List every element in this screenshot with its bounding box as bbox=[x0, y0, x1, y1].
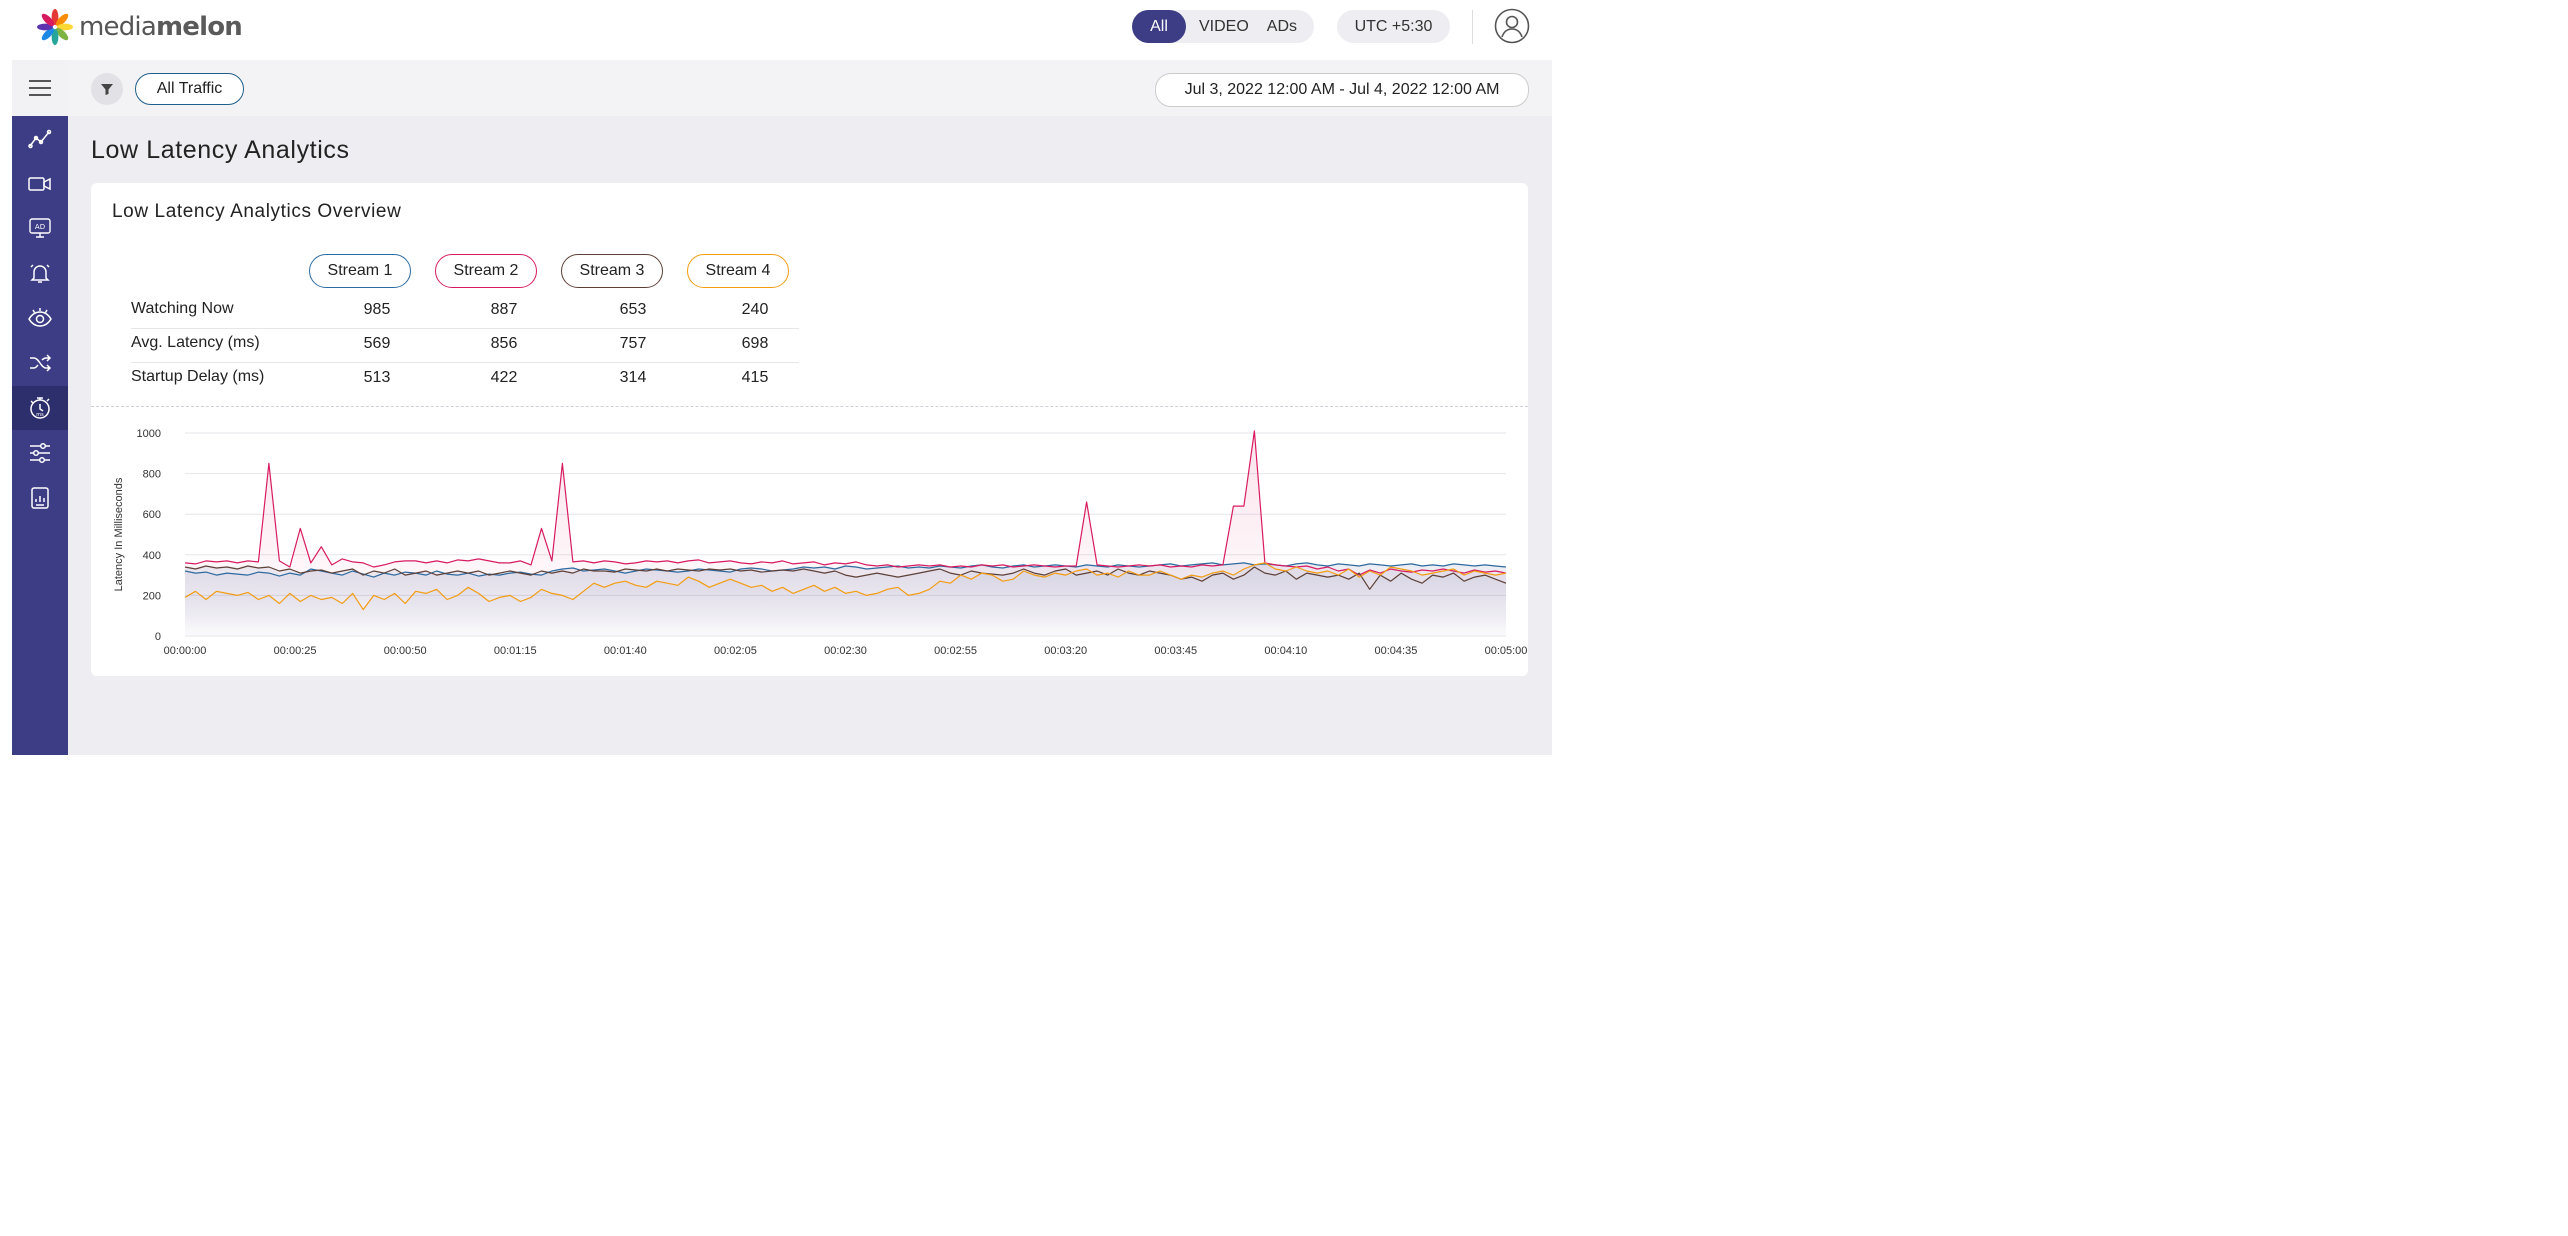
all-traffic-chip[interactable]: All Traffic bbox=[135, 73, 244, 105]
hamburger-menu-icon[interactable] bbox=[12, 60, 68, 116]
filter-icon[interactable] bbox=[91, 73, 123, 105]
segment-all[interactable]: All bbox=[1132, 10, 1186, 43]
x-tick-label: 00:02:55 bbox=[934, 645, 977, 657]
stream-4-chip[interactable]: Stream 4 bbox=[687, 254, 789, 288]
segment-ads[interactable]: ADs bbox=[1266, 18, 1298, 35]
page-title: Low Latency Analytics bbox=[91, 136, 350, 164]
section-divider bbox=[91, 406, 1528, 407]
sliders-icon[interactable] bbox=[12, 431, 68, 475]
flower-logo-icon bbox=[37, 9, 73, 45]
x-tick-label: 00:00:50 bbox=[384, 645, 427, 657]
eye-icon[interactable] bbox=[12, 296, 68, 340]
stream-3-chip[interactable]: Stream 3 bbox=[561, 254, 663, 288]
filter-bar: All Traffic Jul 3, 2022 12:00 AM - Jul 4… bbox=[68, 60, 1552, 116]
table-row: Startup Delay (ms) 513 422 314 415 bbox=[131, 362, 799, 396]
date-range-picker[interactable]: Jul 3, 2022 12:00 AM - Jul 4, 2022 12:00… bbox=[1155, 73, 1529, 107]
series-area bbox=[185, 562, 1506, 636]
cell-value: 422 bbox=[490, 369, 518, 386]
stream-1-chip[interactable]: Stream 1 bbox=[309, 254, 411, 288]
latency-line-chart: 0 200 400 600 800 1000 00:00:00 00:00:25 00:00:5… bbox=[113, 428, 1528, 657]
cell-value: 856 bbox=[490, 335, 518, 352]
cell-value: 569 bbox=[363, 335, 391, 352]
row-label: Startup Delay (ms) bbox=[131, 368, 265, 385]
user-profile-icon[interactable] bbox=[1494, 8, 1530, 44]
x-tick-label: 00:03:20 bbox=[1044, 645, 1087, 657]
main-content: Low Latency Analytics Low Latency Analyt… bbox=[68, 116, 1552, 755]
stopwatch-icon[interactable]: ms bbox=[12, 386, 68, 430]
trend-chart-icon[interactable] bbox=[12, 117, 68, 161]
series-line-2 bbox=[184, 430, 1507, 576]
cell-value: 513 bbox=[363, 369, 391, 386]
logo-text: mediamelon bbox=[79, 12, 243, 42]
card-title: Low Latency Analytics Overview bbox=[112, 201, 402, 222]
alert-bell-icon[interactable] bbox=[12, 251, 68, 295]
y-tick-label: 400 bbox=[143, 550, 161, 562]
cell-value: 698 bbox=[741, 335, 769, 352]
mediamelon-logo[interactable]: mediamelon bbox=[34, 8, 243, 46]
table-row: Watching Now 985 887 653 240 bbox=[131, 294, 799, 329]
sidebar: AD ms bbox=[12, 60, 68, 755]
overview-card: Low Latency Analytics Overview Stream 1 … bbox=[91, 183, 1528, 676]
y-tick-label: 0 bbox=[155, 631, 161, 643]
report-icon[interactable] bbox=[12, 476, 68, 520]
y-tick-label: 1000 bbox=[137, 428, 161, 440]
svg-text:ms: ms bbox=[36, 412, 44, 418]
cell-value: 415 bbox=[741, 369, 769, 386]
timezone-selector[interactable]: UTC +5:30 bbox=[1337, 10, 1450, 43]
logo-text-melon: melon bbox=[155, 12, 243, 42]
x-tick-label: 00:01:15 bbox=[494, 645, 537, 657]
x-tick-label: 00:04:10 bbox=[1264, 645, 1307, 657]
x-tick-label: 00:00:00 bbox=[164, 645, 207, 657]
row-label: Avg. Latency (ms) bbox=[131, 334, 260, 351]
x-tick-label: 00:04:35 bbox=[1375, 645, 1418, 657]
top-bar: mediamelon All VIDEO ADs UTC +5:30 bbox=[0, 0, 1568, 60]
cell-value: 314 bbox=[619, 369, 647, 386]
cell-value: 757 bbox=[619, 335, 647, 352]
ad-icon[interactable]: AD bbox=[12, 206, 68, 250]
y-tick-label: 800 bbox=[143, 469, 161, 481]
logo-text-media: media bbox=[79, 12, 157, 42]
x-tick-label: 00:05:00 bbox=[1485, 645, 1528, 657]
video-camera-icon[interactable] bbox=[12, 162, 68, 206]
cell-value: 240 bbox=[741, 301, 769, 318]
cell-value: 887 bbox=[490, 301, 518, 318]
y-tick-label: 600 bbox=[143, 509, 161, 521]
cell-value: 985 bbox=[363, 301, 391, 318]
svg-text:AD: AD bbox=[35, 223, 45, 231]
y-tick-label: 200 bbox=[143, 590, 161, 602]
table-row: Avg. Latency (ms) 569 856 757 698 bbox=[131, 328, 799, 363]
x-tick-label: 00:01:40 bbox=[604, 645, 647, 657]
header-divider bbox=[1472, 10, 1473, 44]
x-tick-label: 00:03:45 bbox=[1154, 645, 1197, 657]
shuffle-icon[interactable] bbox=[12, 341, 68, 385]
stream-2-chip[interactable]: Stream 2 bbox=[435, 254, 537, 288]
content-type-toggle: All VIDEO ADs bbox=[1132, 10, 1314, 43]
y-axis-label: Latency In Milliseconds bbox=[113, 477, 125, 591]
x-tick-label: 00:02:05 bbox=[714, 645, 757, 657]
x-tick-label: 00:00:25 bbox=[274, 645, 317, 657]
x-tick-label: 00:02:30 bbox=[824, 645, 867, 657]
cell-value: 653 bbox=[619, 301, 647, 318]
row-label: Watching Now bbox=[131, 300, 234, 317]
series-line-4 bbox=[184, 562, 1507, 611]
segment-video[interactable]: VIDEO bbox=[1199, 18, 1249, 35]
